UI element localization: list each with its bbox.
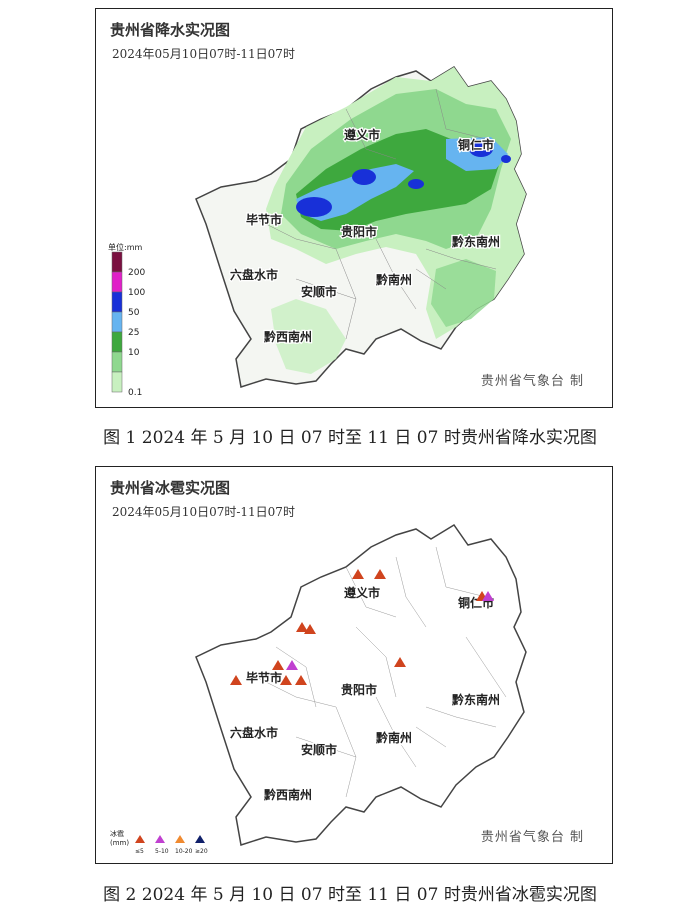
- precipitation-map-graphic: 遵义市 铜仁市 毕节市 贵阳市 黔东南州 六盘水市 安顺市 黔南州 黔西南州 2…: [111, 65, 527, 398]
- rain-core-50b: [352, 169, 376, 185]
- legend-swatch: [111, 371, 123, 393]
- legend-swatch: [111, 271, 123, 293]
- map-subtitle: 2024年05月10日07时-11日07时: [112, 47, 295, 61]
- city-label-zunyi: 遵义市: [344, 585, 380, 600]
- city-label-qianxinan: 黔西南州: [264, 787, 312, 802]
- city-label-anshun: 安顺市: [301, 742, 337, 757]
- legend-swatch: [111, 291, 123, 313]
- map-subtitle: 2024年05月10日07时-11日07时: [112, 505, 295, 519]
- legend-swatch: [111, 331, 123, 353]
- hail-marker: [394, 657, 406, 667]
- figure1-caption: 图 1 2024 年 5 月 10 日 07 时至 11 日 07 时贵州省降水…: [103, 428, 597, 448]
- rain-core-50d: [408, 179, 424, 189]
- rain-core-50a: [296, 197, 332, 217]
- precip-legend: 200 100 50 25 10 0.1: [111, 251, 145, 398]
- city-label-qiannan: 黔南州: [376, 272, 412, 287]
- hail-marker: [295, 675, 307, 685]
- credit-text: 贵州省气象台 制: [480, 830, 584, 845]
- hail-legend: ≤5 5-10 10-20 ≥20: [135, 835, 208, 855]
- city-label-tongren: 铜仁市: [458, 137, 494, 152]
- legend-swatch: [111, 311, 123, 333]
- figure2-caption: 图 2 2024 年 5 月 10 日 07 时至 11 日 07 时贵州省冰雹…: [103, 885, 597, 905]
- hail-legend-label: 10-20: [175, 848, 193, 855]
- rain-core-50c: [469, 141, 493, 157]
- hail-map: 贵州省冰雹实况图 2024年05月10日07时-11日07时 遵义市 铜仁市 毕…: [95, 466, 613, 864]
- hail-marker: [280, 675, 292, 685]
- hail-legend-title-text: 冰雹 (mm): [110, 830, 130, 847]
- county-boundaries: [255, 546, 507, 798]
- hail-marker: [286, 660, 298, 670]
- legend-label: 50: [128, 308, 140, 318]
- credit-text: 贵州省气象台 制: [480, 374, 584, 389]
- city-label-qiandongnan: 黔东南州: [452, 234, 500, 249]
- legend-swatch: [111, 351, 123, 373]
- legend-label: 25: [128, 328, 139, 338]
- legend-unit: 单位:mm: [108, 243, 143, 252]
- city-label-qianxinan: 黔西南州: [264, 329, 312, 344]
- legend-label: 0.1: [128, 388, 142, 398]
- hail-marker: [304, 624, 316, 634]
- city-label-bijie: 毕节市: [246, 212, 282, 227]
- hail-legend-label: ≥20: [195, 848, 208, 855]
- hail-legend-marker: [135, 835, 145, 843]
- city-label-qiannan: 黔南州: [376, 730, 412, 745]
- map-title: 贵州省冰雹实况图: [110, 479, 231, 497]
- city-label-qiandongnan: 黔东南州: [452, 692, 500, 707]
- hail-legend-marker: [195, 835, 205, 843]
- legend-swatch: [111, 251, 123, 273]
- city-label-guiyang: 贵阳市: [341, 224, 377, 239]
- legend-label: 10: [128, 348, 140, 358]
- city-label-liupanshui: 六盘水市: [230, 725, 278, 740]
- rain-core-50e: [501, 155, 511, 163]
- hail-legend-marker: [155, 835, 165, 843]
- rain-zone-south: [271, 299, 346, 374]
- hail-map-graphic: 遵义市 铜仁市 毕节市 贵阳市 黔东南州 六盘水市 安顺市 黔南州 黔西南州 ≤…: [135, 523, 527, 855]
- hail-marker: [482, 591, 494, 601]
- hail-marker: [230, 675, 242, 685]
- precipitation-map: 贵州省降水实况图 2024年05月10日07时-11日07时 遵义市 铜仁市 毕…: [95, 8, 613, 408]
- province-outline: [195, 523, 527, 846]
- city-label-zunyi: 遵义市: [344, 127, 380, 142]
- legend-label: 200: [128, 268, 145, 278]
- map-title: 贵州省降水实况图: [110, 21, 231, 39]
- hail-marker: [374, 569, 386, 579]
- hail-legend-marker: [175, 835, 185, 843]
- hail-legend-label: 5-10: [155, 848, 169, 855]
- city-label-liupanshui: 六盘水市: [230, 267, 278, 282]
- city-label-anshun: 安顺市: [301, 284, 337, 299]
- county-boundaries: [255, 88, 497, 340]
- rain-zone-east: [431, 259, 496, 327]
- hail-marker: [296, 622, 308, 632]
- city-label-bijie: 毕节市: [246, 670, 282, 685]
- hail-marker: [352, 569, 364, 579]
- hail-marker: [272, 660, 284, 670]
- hail-legend-title: 冰雹 (mm): [110, 830, 129, 848]
- legend-label: 100: [128, 288, 145, 298]
- city-label-guiyang: 贵阳市: [341, 682, 377, 697]
- hail-legend-label: ≤5: [135, 848, 144, 855]
